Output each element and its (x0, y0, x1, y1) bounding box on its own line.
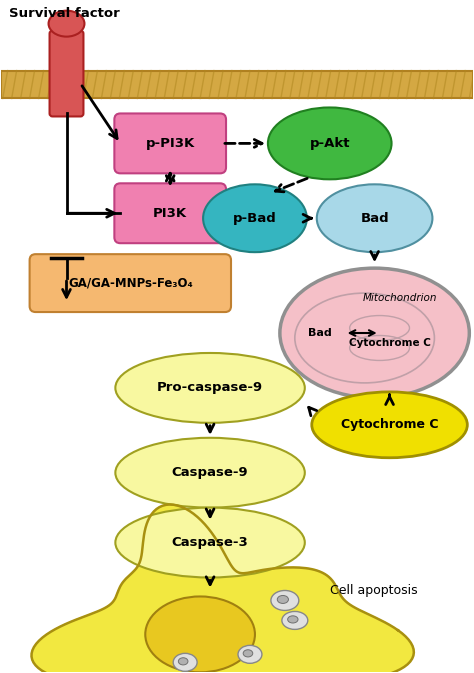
Ellipse shape (48, 11, 84, 36)
Text: Bad: Bad (360, 212, 389, 225)
Text: Cell apoptosis: Cell apoptosis (330, 584, 417, 597)
Ellipse shape (203, 184, 307, 252)
Ellipse shape (317, 184, 432, 252)
Ellipse shape (295, 293, 434, 383)
Text: GA/GA-MNPs-Fe₃O₄: GA/GA-MNPs-Fe₃O₄ (68, 277, 193, 289)
Text: PI3K: PI3K (153, 207, 187, 220)
Ellipse shape (288, 616, 298, 623)
Ellipse shape (115, 438, 305, 507)
Ellipse shape (312, 392, 467, 458)
FancyBboxPatch shape (29, 254, 231, 312)
Text: Survival factor: Survival factor (9, 7, 119, 20)
Ellipse shape (280, 268, 469, 398)
Bar (0, 71, 474, 98)
Text: Cytochrome C: Cytochrome C (341, 419, 438, 431)
Text: Caspase-9: Caspase-9 (172, 466, 248, 479)
Ellipse shape (271, 590, 299, 610)
Ellipse shape (115, 353, 305, 423)
Ellipse shape (173, 653, 197, 671)
Text: Mitochondrion: Mitochondrion (362, 293, 437, 303)
Ellipse shape (268, 108, 392, 179)
Text: p-PI3K: p-PI3K (146, 137, 195, 150)
Ellipse shape (115, 507, 305, 577)
Ellipse shape (178, 658, 188, 665)
Text: Cytochrome C: Cytochrome C (348, 338, 430, 348)
Text: Bad: Bad (308, 328, 332, 338)
Text: p-Akt: p-Akt (310, 137, 350, 150)
Ellipse shape (145, 596, 255, 672)
Text: Pro-caspase-9: Pro-caspase-9 (157, 382, 263, 394)
Text: Caspase-3: Caspase-3 (172, 536, 248, 549)
Ellipse shape (282, 612, 308, 629)
FancyBboxPatch shape (114, 183, 226, 243)
FancyBboxPatch shape (50, 31, 83, 116)
FancyBboxPatch shape (114, 114, 226, 174)
Ellipse shape (243, 649, 253, 657)
Ellipse shape (238, 645, 262, 664)
Text: p-Bad: p-Bad (233, 212, 277, 225)
Ellipse shape (277, 596, 289, 604)
Polygon shape (32, 505, 414, 673)
